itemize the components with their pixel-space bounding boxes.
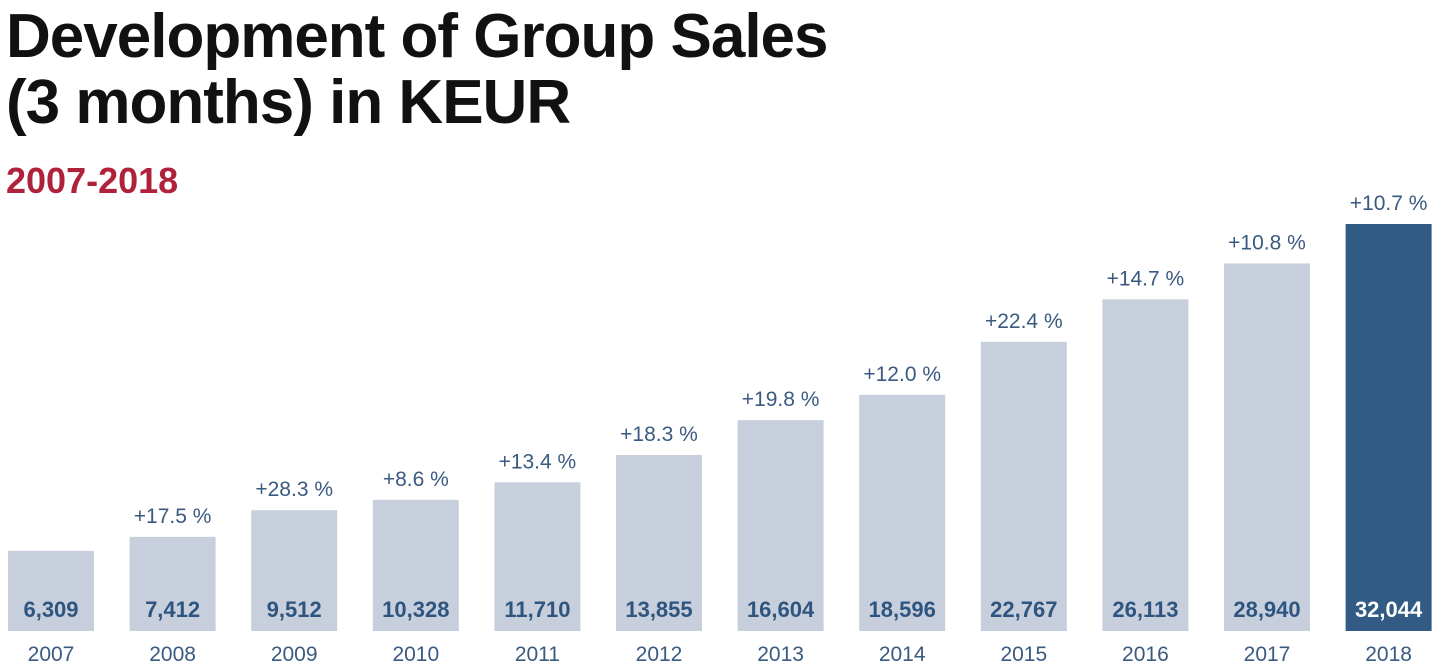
growth-label-2010: +8.6 % <box>383 468 449 491</box>
growth-label-2013: +19.8 % <box>742 388 820 411</box>
bar-2009 <box>251 510 338 631</box>
value-label-2007: 6,309 <box>23 597 78 622</box>
value-label-2016: 26,113 <box>1112 597 1178 622</box>
x-tick-label-2016: 2016 <box>1122 643 1169 666</box>
x-tick-label-2012: 2012 <box>636 643 683 666</box>
x-tick-label-2010: 2010 <box>392 643 439 666</box>
bar-2017 <box>1224 263 1310 631</box>
growth-label-2016: +14.7 % <box>1107 267 1185 290</box>
chart-title: Development of Group Sales (3 months) in… <box>6 2 829 137</box>
x-tick-label-2017: 2017 <box>1244 643 1291 666</box>
bar-2012 <box>616 455 702 631</box>
growth-label-2008: +17.5 % <box>134 505 212 528</box>
x-tick-label-2018: 2018 <box>1365 643 1412 666</box>
x-tick-label-2009: 2009 <box>271 643 318 666</box>
x-tick-label-2014: 2014 <box>879 643 926 666</box>
growth-label-2014: +12.0 % <box>863 363 941 386</box>
growth-label-2017: +10.8 % <box>1228 231 1306 254</box>
growth-label-2015: +22.4 % <box>985 310 1063 333</box>
value-label-2013: 16,604 <box>747 597 815 622</box>
x-tick-label-2008: 2008 <box>149 643 196 666</box>
value-label-2014: 18,596 <box>869 597 936 622</box>
chart-subtitle: 2007-2018 <box>6 160 179 201</box>
bar-2007 <box>8 550 94 631</box>
bar-2011 <box>494 482 581 631</box>
bar-2008 <box>129 536 216 631</box>
value-label-2010: 10,328 <box>382 597 449 622</box>
growth-label-2018: +10.7 % <box>1350 192 1428 215</box>
value-label-2012: 13,855 <box>625 597 692 622</box>
growth-label-2011: +13.4 % <box>499 450 577 473</box>
value-label-2018: 32,044 <box>1355 597 1423 622</box>
x-tick-label-2015: 2015 <box>1000 643 1047 666</box>
x-tick-label-2007: 2007 <box>28 643 75 666</box>
bar-2015 <box>980 341 1067 631</box>
value-label-2017: 28,940 <box>1233 597 1300 622</box>
value-label-2009: 9,512 <box>267 597 322 622</box>
value-label-2008: 7,412 <box>145 597 200 622</box>
bar-2016 <box>1102 299 1189 631</box>
bar-2013 <box>737 420 824 631</box>
x-tick-label-2011: 2011 <box>515 643 560 666</box>
value-label-2011: 11,710 <box>504 597 570 622</box>
growth-label-2009: +28.3 % <box>255 478 333 501</box>
bar-2014 <box>859 394 946 631</box>
bar-2018 <box>1345 224 1432 631</box>
bar-2010 <box>372 499 459 631</box>
growth-label-2012: +18.3 % <box>620 423 698 446</box>
x-tick-label-2013: 2013 <box>757 643 804 666</box>
value-label-2015: 22,767 <box>990 597 1057 622</box>
